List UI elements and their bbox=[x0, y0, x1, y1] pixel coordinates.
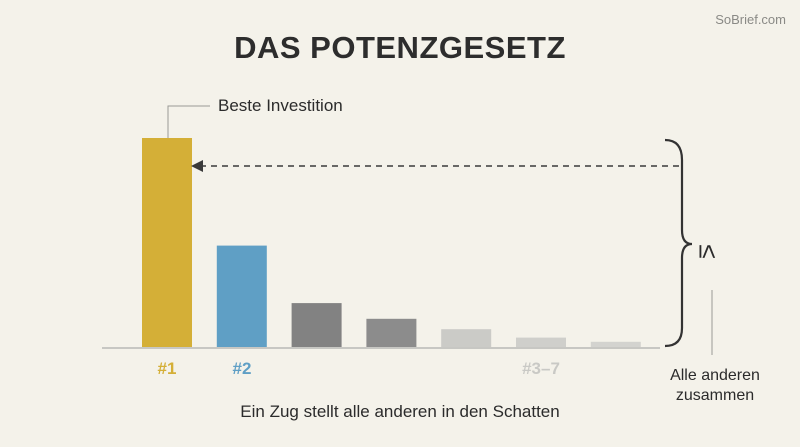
callout-best-investment: Beste Investition bbox=[218, 96, 343, 115]
bar-2 bbox=[216, 245, 267, 347]
chart-title: DAS POTENZGESETZ bbox=[234, 30, 566, 65]
bar-6 bbox=[516, 337, 566, 347]
bar-7 bbox=[590, 341, 641, 347]
tick-label-2: #2 bbox=[233, 359, 252, 378]
bracket-note: Alle anderen zusammen bbox=[670, 367, 760, 404]
bracket-symbol: ≤ bbox=[693, 244, 724, 259]
tick-label-1: #1 bbox=[158, 359, 177, 378]
bar-5 bbox=[441, 329, 492, 347]
bars-group bbox=[142, 138, 641, 347]
tick-label-3: #3–7 bbox=[522, 359, 560, 378]
brace-icon bbox=[664, 138, 693, 348]
watermark: SoBrief.com bbox=[715, 12, 786, 27]
tick-labels-group: #1 #2 #3–7 bbox=[158, 359, 560, 378]
bar-1 bbox=[142, 138, 192, 347]
chart-caption: Ein Zug stellt alle anderen in den Schat… bbox=[240, 402, 560, 421]
bar-3 bbox=[291, 303, 342, 347]
bar-4 bbox=[366, 318, 417, 347]
arrow-head-icon bbox=[191, 160, 203, 172]
callout-leader-line bbox=[167, 105, 210, 138]
